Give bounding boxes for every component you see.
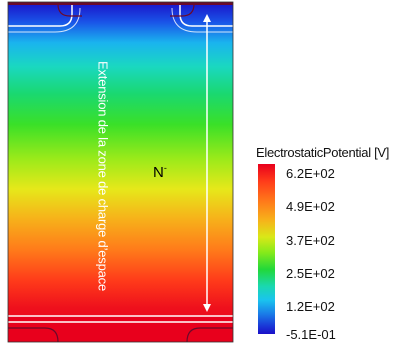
top-contour: [8, 2, 233, 27]
top-electrode-right: [170, 3, 195, 17]
top-metal: [8, 2, 233, 5]
bottom-electrode-right: [186, 327, 233, 343]
legend-tick-4: 2.5E+02: [286, 266, 335, 281]
arrow-head-bottom: [203, 304, 211, 312]
bottom-electrode-left: [8, 327, 59, 343]
legend-title: ElectrostaticPotential [V]: [256, 145, 390, 160]
color-bar: [258, 164, 275, 334]
top-electrode-left: [57, 3, 82, 17]
arrow-head-top: [203, 14, 211, 22]
legend-tick-3: 3.7E+02: [286, 233, 335, 248]
region-label: N-: [153, 163, 167, 181]
device-border: [7, 1, 234, 343]
extension-label: Extension de la zone de charge d’espace: [95, 61, 111, 291]
legend-tick-6: -5.1E-01: [286, 327, 336, 342]
legend-tick-2: 4.9E+02: [286, 199, 335, 214]
top-contour-inner: [8, 7, 233, 33]
legend-tick-5: 1.2E+02: [286, 299, 335, 314]
potential-map: [7, 1, 234, 343]
device-field: [8, 2, 233, 342]
bottom-band: [8, 316, 233, 342]
bottom-contour: [8, 315, 233, 323]
legend-tick-1: 6.2E+02: [286, 166, 335, 181]
